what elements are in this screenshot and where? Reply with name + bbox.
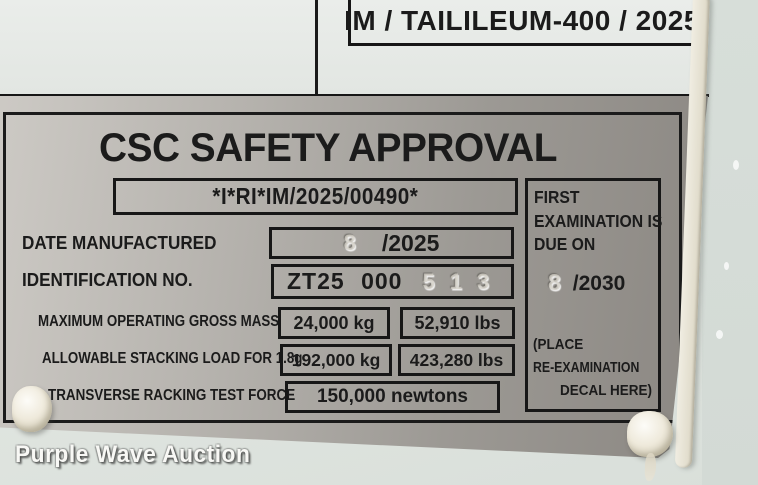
container-wall-right: [702, 0, 758, 485]
exam-heading-line2: EXAMINATION IS: [534, 210, 663, 231]
date-year-value: /2025: [381, 229, 440, 256]
csc-approval-plate: CSC SAFETY APPROVAL *I*RI*IM/2025/00490*…: [0, 96, 708, 458]
upper-panel-divider-line: [315, 0, 318, 95]
exam-note-line3: DECAL HERE): [559, 382, 652, 399]
stacking-load-lbs-box: 423,280 lbs: [398, 344, 515, 376]
identification-no-box: ZT25 000 513: [271, 264, 514, 299]
stacking-load-kg-box: 192,000 kg: [280, 344, 392, 376]
date-manufactured-box: 8 /2025: [269, 227, 514, 259]
identification-no-value: ZT25 000: [287, 268, 403, 294]
re-examination-note: (PLACE RE-EXAMINATION DECAL HERE): [533, 333, 652, 402]
model-code-text: IM / TAILILEUM-400 / 2025: [344, 5, 700, 36]
exam-heading-line3: DUE ON: [534, 234, 596, 254]
paint-speck: [733, 160, 739, 170]
date-manufactured-label: DATE MANUFACTURED: [22, 233, 217, 253]
watermark-text: Purple Wave Auction: [15, 441, 251, 468]
first-examination-heading: FIRST EXAMINATION IS DUE ON: [528, 181, 663, 257]
rivet-paint-drip: [644, 452, 657, 482]
exam-due-date: 8 /2030: [528, 269, 658, 296]
approval-number-text: *I*RI*IM/2025/00490*: [212, 183, 419, 209]
first-examination-box: FIRST EXAMINATION IS DUE ON 8 /2030 (PLA…: [525, 178, 663, 412]
paint-speck: [716, 330, 723, 339]
gross-mass-lbs-box: 52,910 lbs: [400, 307, 515, 339]
stacking-load-kg-value: 192,000 kg: [291, 349, 381, 370]
racking-force-box: 150,000 newtons: [285, 381, 500, 413]
exam-note-line2: RE-EXAMINATION: [533, 359, 640, 376]
stacking-load-label: ALLOWABLE STACKING LOAD FOR 1.8g: [42, 350, 303, 367]
date-month-stamp: 8: [343, 230, 356, 255]
racking-force-label: TRANSVERSE RACKING TEST FORCE: [48, 387, 296, 404]
exam-month-stamp: 8: [548, 268, 561, 295]
racking-force-value: 150,000 newtons: [316, 386, 469, 407]
gross-mass-label: MAXIMUM OPERATING GROSS MASS: [38, 313, 280, 330]
upper-panel-bottom-border: [0, 94, 709, 97]
model-code-box: IM / TAILILEUM-400 / 2025: [344, 0, 699, 46]
right-rivet: [627, 411, 673, 457]
gross-mass-kg-value: 24,000 kg: [293, 312, 375, 333]
approval-number-box: *I*RI*IM/2025/00490*: [113, 178, 518, 215]
gross-mass-lbs-value: 52,910 lbs: [414, 312, 501, 333]
paint-speck: [724, 262, 729, 270]
stacking-load-lbs-value: 423,280 lbs: [409, 349, 504, 370]
identification-no-label: IDENTIFICATION NO.: [22, 270, 193, 290]
exam-year-value: /2030: [572, 271, 626, 295]
exam-heading-line1: FIRST: [534, 187, 580, 207]
gross-mass-kg-box: 24,000 kg: [278, 307, 390, 339]
left-rivet: [12, 386, 52, 432]
plate-title: CSC SAFETY APPROVAL: [99, 126, 557, 170]
exam-note-line1: (PLACE: [533, 336, 584, 353]
plate-inner-border: [3, 112, 682, 423]
identification-no-stamp: 513: [422, 268, 505, 294]
upper-panel: [0, 0, 712, 96]
